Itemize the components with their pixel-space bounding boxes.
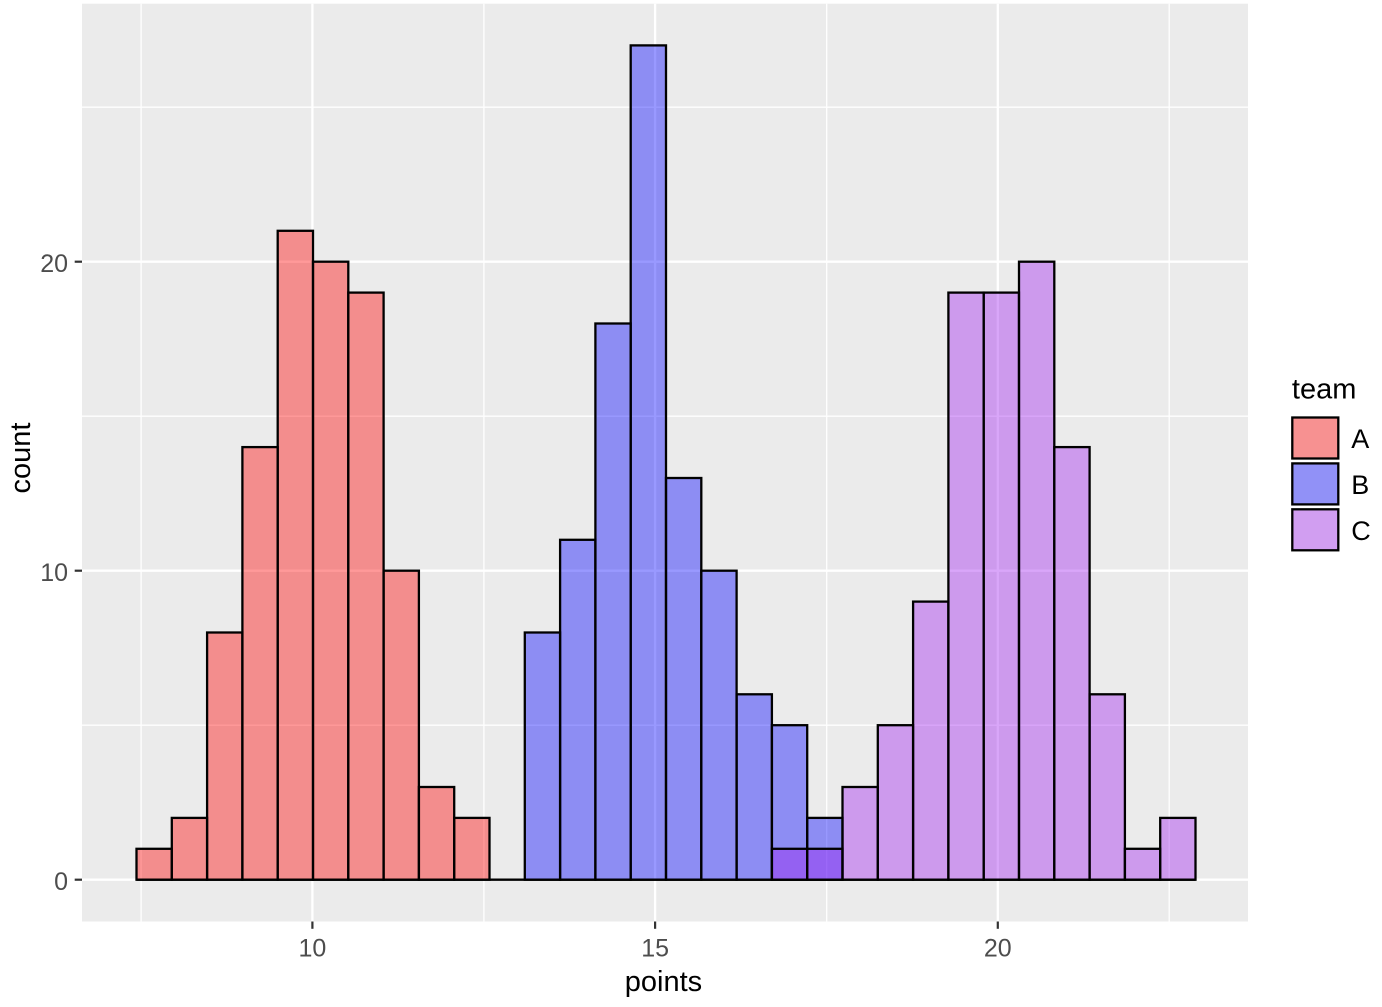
svg-text:10: 10 <box>298 935 326 963</box>
svg-text:team: team <box>1292 374 1356 406</box>
svg-text:20: 20 <box>40 250 68 278</box>
svg-text:20: 20 <box>984 935 1012 963</box>
svg-text:A: A <box>1351 424 1369 454</box>
svg-text:C: C <box>1351 516 1371 546</box>
svg-text:count: count <box>5 423 37 494</box>
svg-text:15: 15 <box>641 935 669 963</box>
svg-text:0: 0 <box>54 868 68 896</box>
svg-text:points: points <box>625 966 702 998</box>
svg-text:B: B <box>1351 470 1369 500</box>
svg-text:10: 10 <box>40 559 68 587</box>
